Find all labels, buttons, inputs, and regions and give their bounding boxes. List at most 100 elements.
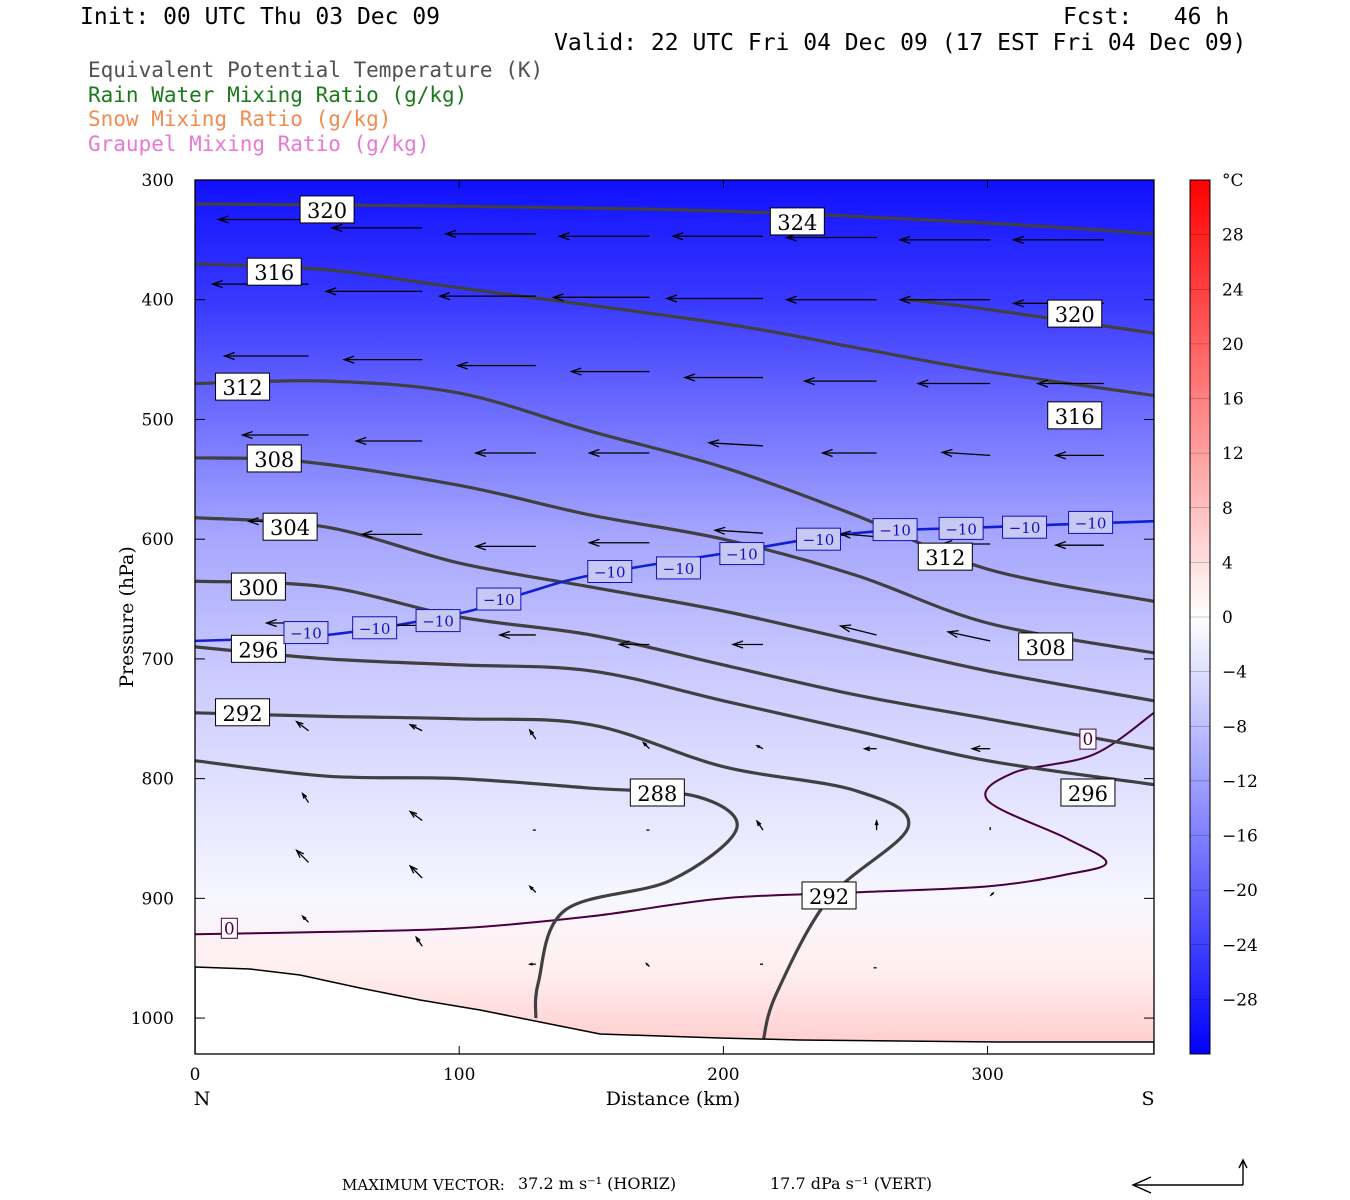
- minus10-label-text: −10: [663, 560, 695, 578]
- minus10-label: −10: [415, 609, 461, 633]
- y-tick-label: 300: [142, 171, 174, 191]
- minus10-label: −10: [795, 527, 841, 551]
- wind-vector: [1011, 235, 1104, 244]
- wind-vector-head: [330, 223, 343, 233]
- wind-vector: [587, 448, 650, 458]
- theta-e-contour-320: [908, 298, 1154, 335]
- colorbar-tick-label: 24: [1222, 280, 1244, 300]
- wind-vector-head: [295, 849, 305, 859]
- theta-e-label-box: [299, 195, 355, 224]
- wind-vector-head: [189, 850, 193, 855]
- theta-e-label-text: 324: [777, 211, 817, 235]
- wind-vector-head: [473, 542, 487, 551]
- reference-vector: [1131, 1158, 1248, 1194]
- wind-vector-head: [940, 448, 953, 458]
- wind-vector: [342, 355, 423, 364]
- wind-vector-head: [354, 436, 367, 446]
- minus10-label: −10: [872, 518, 918, 542]
- wind-vector-head: [301, 791, 308, 799]
- wind-vector: [940, 448, 991, 458]
- wind-vector-shaft: [840, 625, 877, 636]
- wind-vector-head: [99, 216, 109, 223]
- wind-vector: [111, 350, 195, 357]
- wind-vector: [862, 746, 877, 752]
- south-label: S: [1141, 1088, 1154, 1110]
- wind-vector-shaft: [714, 529, 764, 534]
- colorbar-fill: [1189, 179, 1211, 1055]
- wind-vector: [784, 295, 877, 304]
- wind-vector-head: [437, 292, 451, 301]
- wind-vector-head: [1053, 541, 1067, 550]
- y-tick-label: 400: [142, 291, 174, 311]
- theta-e-label-text: 316: [1055, 405, 1095, 429]
- legend-graupel: Graupel Mixing Ratio (g/kg): [88, 132, 430, 156]
- x-tick-label: 200: [707, 1065, 739, 1085]
- wind-vector-head: [755, 819, 762, 827]
- theta-e-label-text: 296: [1068, 782, 1108, 806]
- wind-vector: [330, 223, 423, 233]
- wind-vector: [195, 524, 196, 525]
- wind-vector-head: [557, 232, 570, 241]
- minus10-label-box: [938, 516, 984, 540]
- wind-vector: [946, 629, 991, 642]
- colorbar-tick-label: −24: [1222, 936, 1258, 956]
- colorbar-tick-label: 8: [1222, 499, 1233, 519]
- wind-vector: [970, 745, 991, 753]
- theta-e-label-text: 312: [223, 376, 263, 400]
- theta-e-label-text: 312: [925, 546, 965, 570]
- wind-vector-head: [820, 448, 833, 458]
- theta-e-label-text: 292: [809, 885, 849, 909]
- wind-vector: [528, 728, 537, 740]
- wind-vector-head: [1053, 451, 1067, 460]
- minus10-label-text: −10: [422, 613, 454, 631]
- minus10-label-text: −10: [483, 591, 515, 609]
- y-tick-label: 900: [142, 889, 174, 909]
- wind-vector-head: [408, 810, 418, 818]
- minus10-label-text: −10: [290, 625, 322, 643]
- wind-vector-head: [645, 962, 649, 966]
- theta-e-label: 320: [299, 195, 355, 224]
- colorbar-tick-label: −4: [1222, 663, 1247, 683]
- theta-e-label: 296: [1060, 778, 1116, 807]
- wind-vector: [820, 448, 877, 458]
- wind-vector: [642, 741, 650, 750]
- wind-vector: [755, 819, 764, 831]
- north-label: N: [194, 1088, 211, 1110]
- theta-e-label: 312: [917, 542, 973, 571]
- wind-vector: [898, 235, 991, 244]
- theta-e-label: 308: [1018, 632, 1074, 661]
- zero-isotherm-label-text: 0: [224, 919, 235, 939]
- wind-vector-head: [916, 379, 929, 388]
- x-axis-title: Distance (km): [606, 1088, 741, 1110]
- legend-theta-e: Equivalent Potential Temperature (K): [88, 58, 544, 82]
- zero-isotherm-label: 0: [1079, 728, 1097, 750]
- wind-vector: [617, 640, 650, 649]
- wind-vector: [1053, 451, 1104, 460]
- zero-isotherm-label-text: 0: [1083, 730, 1094, 750]
- x-axis: 0 100 200 300: [190, 180, 1004, 1085]
- wind-vector-head: [862, 746, 871, 752]
- max-vector-horiz: 37.2 m s⁻¹ (HORIZ): [518, 1174, 677, 1193]
- minus10-label-text: −10: [803, 531, 835, 549]
- colorbar-tick-label: −16: [1222, 827, 1258, 847]
- theta-e-label: 316: [1047, 401, 1103, 430]
- wind-vector-shaft: [409, 811, 423, 822]
- colorbar-tick-label: 4: [1222, 553, 1233, 573]
- wind-vector: [671, 232, 764, 241]
- wind-vector-shaft: [195, 857, 196, 859]
- wind-vector-head: [755, 744, 761, 749]
- wind-vector-shaft: [409, 865, 423, 879]
- minus10-label-box: [283, 621, 329, 645]
- wind-vector-shaft: [195, 784, 196, 786]
- wind-vector-head: [473, 448, 487, 458]
- theta-e-label-box: [262, 512, 318, 541]
- wind-vector-head: [246, 517, 259, 526]
- wind-vector-head: [898, 235, 911, 244]
- wind-vector-head: [991, 891, 995, 896]
- minus10-label: −10: [1068, 510, 1114, 534]
- theta-e-label: 292: [801, 881, 857, 910]
- wind-vector-shaft: [195, 624, 196, 626]
- theta-e-contour-288: [195, 759, 739, 1019]
- wind-vector: [665, 294, 764, 303]
- theta-e-label-text: 296: [238, 638, 278, 662]
